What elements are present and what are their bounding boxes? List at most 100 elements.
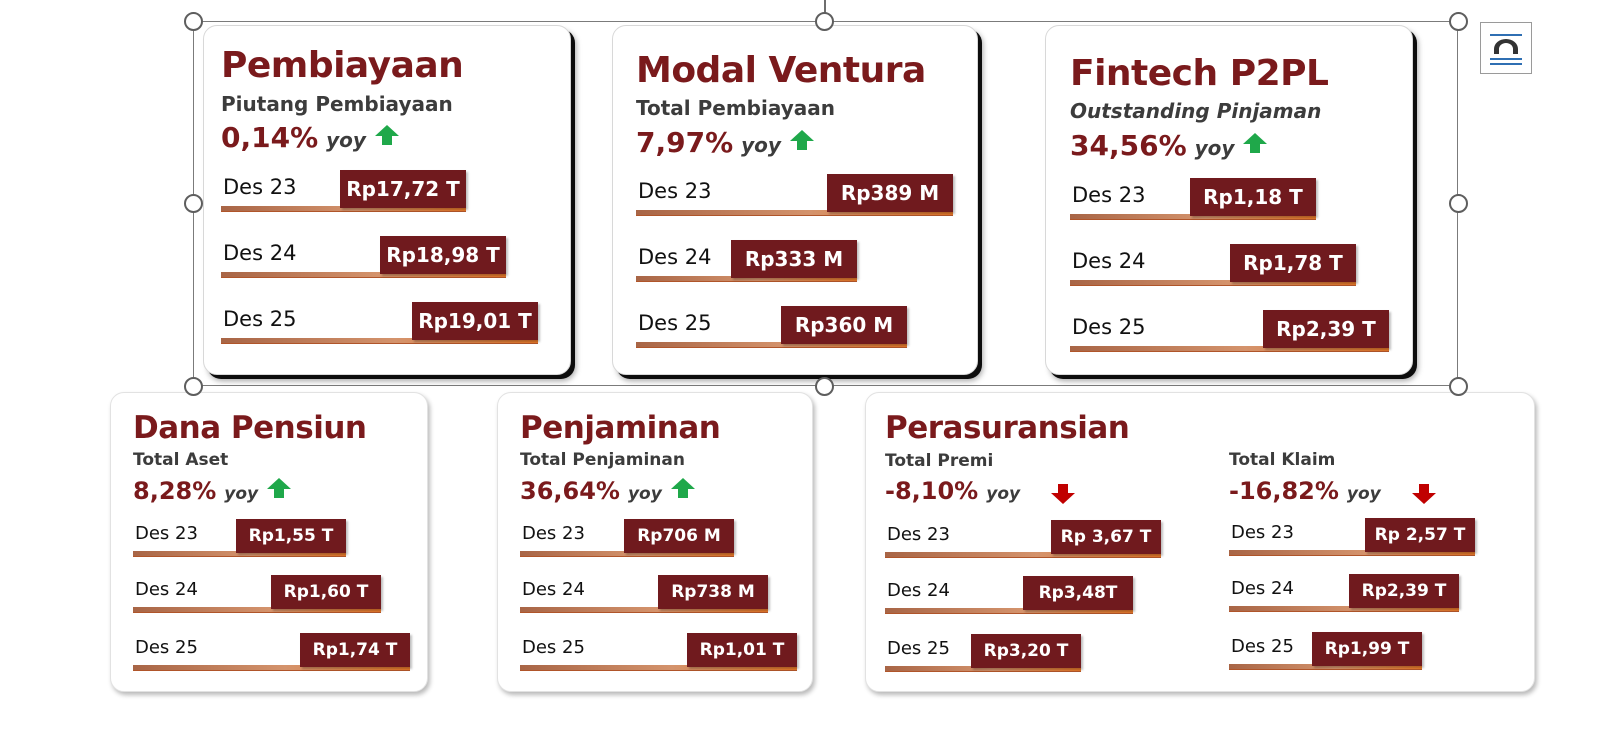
value-bar: Rp1,99 T xyxy=(1312,632,1422,666)
panel-subtitle: Total Premi xyxy=(885,451,994,471)
value-bar: Rp333 M xyxy=(731,240,857,278)
growth-percent: -16,82% xyxy=(1229,477,1339,505)
panel-subtitle: Total Pembiayaan xyxy=(636,96,835,120)
bar-baseline xyxy=(636,276,857,282)
category-label: Des 23 xyxy=(223,175,297,199)
panel-subtitle: Total Penjaminan xyxy=(520,450,685,470)
bar-baseline xyxy=(1229,606,1459,612)
bar-baseline xyxy=(1229,664,1422,670)
value-bar: Rp738 M xyxy=(658,575,768,609)
value-bar: Rp1,55 T xyxy=(236,519,346,553)
panel-subtitle: Total Klaim xyxy=(1229,450,1336,470)
up-arrow-icon xyxy=(374,124,400,146)
category-label: Des 24 xyxy=(135,579,198,600)
bar-baseline xyxy=(221,206,466,212)
value-bar: Rp360 M xyxy=(781,306,907,344)
category-label: Des 23 xyxy=(522,523,585,544)
category-label: Des 23 xyxy=(887,524,950,545)
growth-line: 8,28% yoy xyxy=(133,477,292,505)
category-label: Des 24 xyxy=(1231,578,1294,599)
category-label: Des 25 xyxy=(1072,315,1146,339)
value-bar: Rp18,98 T xyxy=(380,236,506,274)
category-label: Des 24 xyxy=(1072,249,1146,273)
category-label: Des 24 xyxy=(887,580,950,601)
resize-handle-bottom[interactable] xyxy=(815,377,834,396)
up-arrow-icon xyxy=(266,477,292,499)
category-label: Des 23 xyxy=(1231,522,1294,543)
value-bar: Rp389 M xyxy=(827,174,953,212)
value-bar: Rp706 M xyxy=(624,519,734,553)
growth-percent: 0,14% xyxy=(221,121,319,154)
category-label: Des 25 xyxy=(522,637,585,658)
up-arrow-icon xyxy=(789,129,815,151)
resize-handle-top-right[interactable] xyxy=(1449,12,1468,31)
layout-options-button[interactable] xyxy=(1480,22,1532,74)
category-label: Des 25 xyxy=(135,637,198,658)
value-bar: Rp17,72 T xyxy=(340,170,466,208)
category-label: Des 24 xyxy=(522,579,585,600)
growth-percent: 8,28% xyxy=(133,477,217,505)
bar-baseline xyxy=(520,665,797,671)
value-bar: Rp1,01 T xyxy=(687,633,797,667)
panel-title: Pembiayaan xyxy=(221,45,464,86)
value-bar: Rp1,74 T xyxy=(300,633,410,667)
resize-handle-bottom-left[interactable] xyxy=(184,377,203,396)
category-label: Des 25 xyxy=(887,638,950,659)
up-arrow-icon xyxy=(670,477,696,499)
growth-line: 7,97% yoy xyxy=(636,126,815,159)
value-bar: Rp 3,67 T xyxy=(1051,520,1161,554)
bar-baseline xyxy=(885,608,1133,614)
bar-baseline xyxy=(1070,214,1316,220)
panel-title: Dana Pensiun xyxy=(133,410,367,446)
value-bar: Rp 2,57 T xyxy=(1365,518,1475,552)
down-arrow-icon xyxy=(1411,483,1437,505)
resize-handle-bottom-right[interactable] xyxy=(1449,377,1468,396)
panel-title: Fintech P2PL xyxy=(1070,53,1329,94)
bar-baseline xyxy=(1070,346,1389,352)
growth-percent: 36,64% xyxy=(520,477,620,505)
value-bar: Rp3,48T xyxy=(1023,576,1133,610)
value-bar: Rp2,39 T xyxy=(1263,310,1389,348)
bar-baseline xyxy=(133,551,346,557)
growth-unit: yoy xyxy=(1194,136,1235,160)
value-bar: Rp3,20 T xyxy=(971,634,1081,668)
bar-baseline xyxy=(133,665,410,671)
rotation-stem xyxy=(824,0,826,21)
growth-unit: yoy xyxy=(986,484,1021,504)
bar-baseline xyxy=(885,552,1161,558)
growth-percent: -8,10% xyxy=(885,477,979,505)
panel-title: Perasuransian xyxy=(885,410,1130,446)
value-bar: Rp1,60 T xyxy=(271,575,381,609)
resize-handle-right[interactable] xyxy=(1449,194,1468,213)
growth-unit: yoy xyxy=(1346,484,1381,504)
bar-baseline xyxy=(520,551,734,557)
up-arrow-icon xyxy=(1242,132,1268,154)
growth-line: -16,82% yoy xyxy=(1229,477,1437,505)
growth-percent: 7,97% xyxy=(636,126,734,159)
bar-baseline xyxy=(133,607,381,613)
growth-line: 34,56% yoy xyxy=(1070,129,1268,162)
value-bar: Rp1,78 T xyxy=(1230,244,1356,282)
bar-baseline xyxy=(636,342,907,348)
resize-handle-left[interactable] xyxy=(184,194,203,213)
value-bar: Rp2,39 T xyxy=(1349,574,1459,608)
bar-baseline xyxy=(1070,280,1356,286)
down-arrow-icon xyxy=(1050,483,1076,505)
bar-baseline xyxy=(221,338,538,344)
growth-unit: yoy xyxy=(224,484,259,504)
category-label: Des 25 xyxy=(1231,636,1294,657)
resize-handle-top-left[interactable] xyxy=(184,12,203,31)
growth-unit: yoy xyxy=(326,128,366,152)
value-bar: Rp1,18 T xyxy=(1190,178,1316,216)
panel-subtitle: Total Aset xyxy=(133,450,229,470)
category-label: Des 23 xyxy=(638,179,712,203)
bar-baseline xyxy=(636,210,953,216)
value-bar: Rp19,01 T xyxy=(412,302,538,340)
panel-title: Modal Ventura xyxy=(636,50,926,91)
category-label: Des 24 xyxy=(638,245,712,269)
panel-subtitle: Piutang Pembiayaan xyxy=(221,92,453,116)
bar-baseline xyxy=(1229,550,1475,556)
rotation-handle[interactable] xyxy=(815,12,834,31)
bar-baseline xyxy=(885,666,1081,672)
category-label: Des 25 xyxy=(638,311,712,335)
